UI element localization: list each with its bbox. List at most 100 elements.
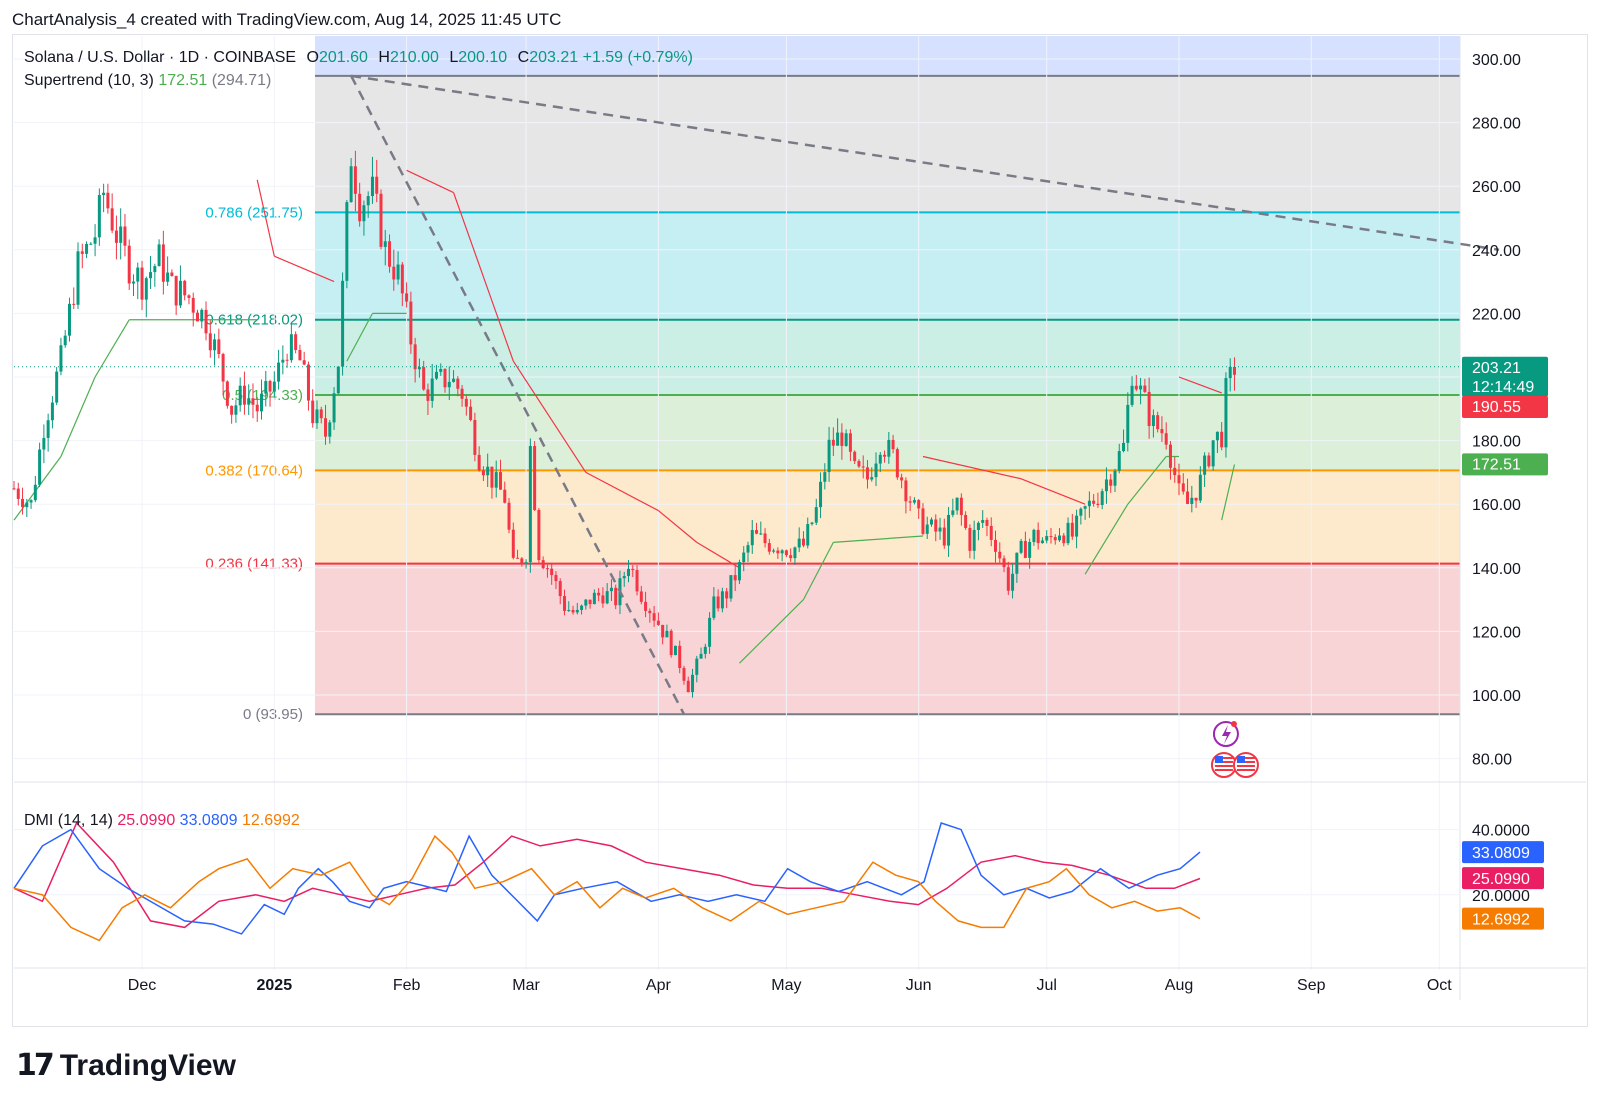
supertrend-label[interactable]: Supertrend (10, 3): [24, 72, 154, 89]
candle-body: [430, 378, 434, 401]
candle-body: [848, 433, 852, 452]
candle-body: [1087, 500, 1091, 507]
fib-label: 0.382 (170.64): [205, 462, 303, 479]
candle-body: [712, 596, 716, 618]
price-label-value: 190.55: [1472, 399, 1521, 416]
time-tick-label: Jun: [906, 977, 932, 994]
candle-body: [281, 359, 285, 363]
fib-label: 0.786 (251.75): [205, 204, 303, 221]
trendline: [350, 74, 1500, 252]
candle-body: [541, 560, 545, 569]
candle-body: [358, 193, 362, 222]
candle-body: [1036, 529, 1040, 544]
candle-body: [524, 562, 528, 564]
candle-body: [200, 309, 204, 322]
dmi-tick-label: 40.0000: [1472, 823, 1530, 840]
price-label-value: 203.21: [1472, 360, 1521, 377]
price-label-box: [1462, 453, 1548, 476]
high-value: 210.00: [389, 49, 439, 66]
candle-body: [362, 205, 366, 222]
supertrend-segment: [1084, 503, 1129, 575]
candle-body: [183, 280, 187, 296]
candle-body: [917, 500, 921, 509]
candle-body: [737, 562, 741, 581]
candle-body: [959, 497, 963, 515]
supertrend-segment: [1127, 456, 1167, 505]
chart-canvas[interactable]: 0.786 (251.75)0.618 (218.02)0.5 (194.33)…: [0, 0, 1600, 1040]
time-tick-label: May: [771, 977, 801, 994]
candle-body: [776, 550, 780, 554]
candle-body: [225, 381, 229, 406]
candle-body: [1134, 385, 1138, 390]
candle-body: [311, 400, 315, 424]
candle-body: [1151, 415, 1155, 427]
candle-body: [972, 529, 976, 551]
candle-body: [934, 519, 938, 532]
price-label-box: [1462, 396, 1548, 419]
price-tick-label: 280.00: [1472, 116, 1521, 133]
candle-body: [1109, 479, 1113, 486]
candle-body: [486, 466, 490, 476]
plus-di-line: [13, 822, 1201, 935]
candle-body: [1220, 431, 1224, 448]
flag-canton: [1214, 756, 1223, 763]
price-tick-label: 240.00: [1472, 243, 1521, 260]
candle-body: [742, 552, 746, 563]
candle-body: [379, 193, 383, 247]
candle-body: [191, 297, 195, 313]
candle-body: [763, 533, 767, 544]
fib-zone: [315, 470, 1460, 564]
dmi-label[interactable]: DMI (14, 14): [24, 812, 113, 829]
candle-body: [161, 244, 165, 282]
symbol-name[interactable]: Solana / U.S. Dollar · 1D · COINBASE: [24, 49, 297, 66]
low-value: 200.10: [458, 49, 508, 66]
candle-body: [422, 367, 426, 390]
candle-body: [691, 674, 695, 693]
candle-body: [89, 243, 93, 245]
price-tick-label: 100.00: [1472, 688, 1521, 705]
candle-body: [1040, 540, 1044, 544]
time-tick-label: Aug: [1165, 977, 1193, 994]
low-label: L: [449, 49, 459, 66]
close-value: 203.21: [529, 49, 579, 66]
dmi-value-box: [1462, 867, 1544, 890]
candle-body: [571, 609, 575, 613]
candle-body: [315, 409, 319, 424]
candle-body: [836, 432, 840, 446]
candle-body: [1096, 503, 1100, 505]
candle-body: [174, 275, 178, 306]
candle-body: [29, 500, 33, 503]
candle-body: [285, 359, 289, 361]
dmi-tick-label: 20.0000: [1472, 888, 1530, 905]
candle-body: [469, 406, 473, 420]
fib-zone: [315, 212, 1460, 320]
close-label: C: [517, 49, 530, 66]
candle-body: [170, 272, 174, 276]
candle-body: [985, 519, 989, 526]
candle-body: [656, 620, 660, 625]
dmi-value-label: 33.0809: [1472, 845, 1530, 862]
candle-body: [464, 398, 468, 407]
trendline: [350, 75, 686, 715]
candle-body: [644, 601, 648, 611]
candle-body: [33, 484, 37, 501]
fib-zones: 0.786 (251.75)0.618 (218.02)0.5 (194.33)…: [205, 36, 1460, 723]
candle-body: [46, 420, 50, 438]
fib-top-label: (294.71): [211, 72, 272, 89]
candle-body: [558, 581, 562, 597]
candle-body: [806, 524, 810, 546]
candle-body: [537, 509, 541, 561]
tradingview-brand[interactable]: 17 TradingView: [16, 1048, 236, 1083]
candle-body: [1100, 491, 1104, 505]
candle-body: [1224, 378, 1228, 448]
candle-body: [1092, 500, 1096, 504]
candle-body: [1066, 522, 1070, 544]
candle-body: [819, 481, 823, 508]
candle-body: [221, 354, 225, 382]
candle-body: [759, 533, 763, 535]
candle-body: [370, 176, 374, 197]
minus-di-value: 12.6992: [241, 812, 300, 829]
candle-body: [119, 226, 123, 243]
candle-body: [673, 645, 677, 656]
candle-body: [1104, 479, 1108, 492]
